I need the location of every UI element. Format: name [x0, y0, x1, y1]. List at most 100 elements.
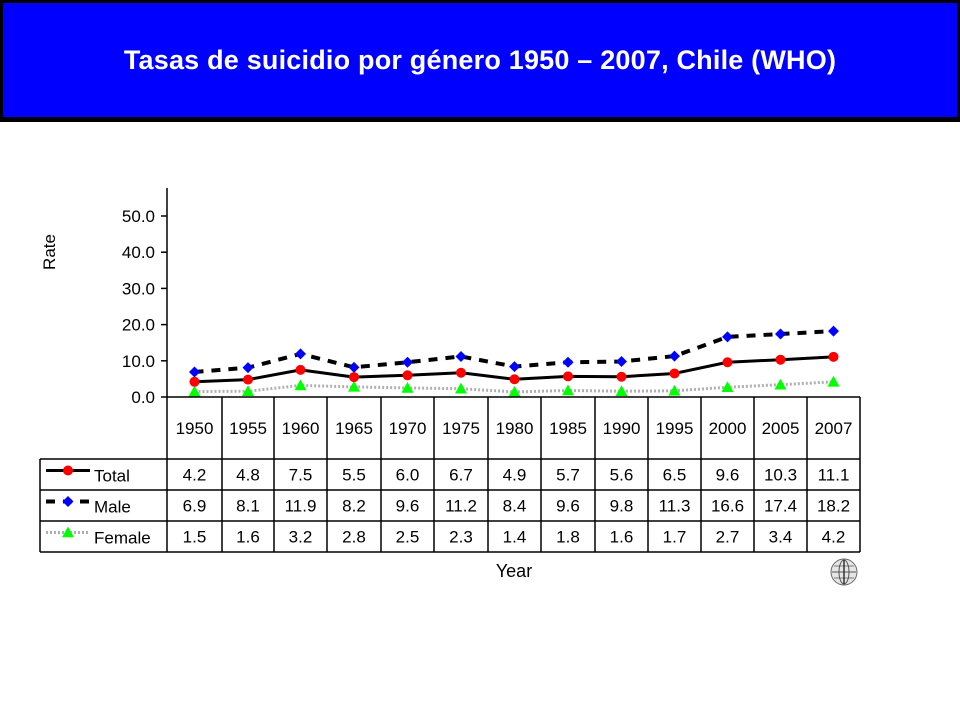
data-point-female: [455, 382, 467, 394]
x-tick-label: 1950: [176, 419, 214, 438]
data-point-female: [668, 384, 681, 396]
data-point-total: [722, 357, 733, 368]
x-axis-label: Year: [496, 561, 532, 581]
data-point-total: [402, 370, 413, 381]
data-point-male: [455, 350, 467, 362]
table-cell-value: 7.5: [289, 466, 313, 485]
x-tick-label: 1995: [656, 419, 694, 438]
table-cell-value: 9.6: [716, 466, 740, 485]
x-tick-label: 1985: [549, 419, 587, 438]
table-cell-value: 1.6: [610, 528, 634, 547]
x-tick-label: 1960: [282, 419, 320, 438]
table-cell-value: 17.4: [764, 497, 797, 516]
data-point-female: [721, 381, 734, 393]
data-point-total: [775, 354, 786, 365]
data-point-female: [294, 379, 307, 391]
table-cell-value: 5.5: [342, 466, 366, 485]
table-cell-value: 2.8: [342, 528, 366, 547]
table-cell-value: 9.6: [396, 497, 420, 516]
legend-label-female: Female: [94, 529, 151, 548]
table-cell-value: 1.7: [663, 528, 687, 547]
table-cell-value: 10.3: [764, 466, 797, 485]
data-point-total: [563, 371, 573, 382]
data-point-female: [827, 375, 840, 387]
table-cell-value: 1.8: [556, 528, 580, 547]
table-cell-value: 8.1: [236, 497, 260, 516]
table-cell-value: 8.4: [503, 497, 527, 516]
y-tick-label: 10.0: [122, 352, 155, 371]
table-cell-value: 6.9: [183, 497, 207, 516]
table-cell-value: 4.2: [822, 528, 846, 547]
table-cell-value: 16.6: [711, 497, 744, 516]
data-point-total: [349, 372, 359, 383]
data-point-female: [562, 384, 574, 396]
table-cell-value: 3.2: [289, 528, 313, 547]
table-cell-value: 11.9: [285, 497, 317, 516]
data-point-female: [348, 380, 360, 392]
series-markers: [188, 325, 840, 397]
data-point-total: [295, 364, 306, 375]
y-tick-label: 0.0: [131, 388, 155, 407]
table-cell-value: 1.5: [183, 528, 207, 547]
data-point-male: [295, 348, 306, 360]
legend-marker-female: [62, 526, 74, 538]
table-cell-value: 2.3: [449, 528, 473, 547]
data-point-male: [189, 366, 200, 378]
axes: 0.0 10.0 20.0 30.0 40.0 50.0: [122, 188, 168, 407]
table-cell-value: 8.2: [342, 497, 366, 516]
data-point-male: [669, 350, 680, 362]
data-point-total: [669, 368, 680, 379]
table-cell-value: 2.7: [716, 528, 740, 547]
table-cell-value: 5.6: [610, 466, 634, 485]
y-tick-label: 50.0: [122, 207, 155, 226]
data-table: 1950 1955 1960 1965 1970 1975 1980 1985 1990 1995…: [39, 396, 861, 553]
table-cell-value: 4.9: [503, 466, 527, 485]
data-point-total: [828, 351, 839, 362]
x-tick-label: 1980: [496, 419, 534, 438]
table-cell-value: 11.2: [445, 497, 477, 516]
data-point-male: [616, 356, 627, 368]
table-cell-value: 6.7: [449, 466, 473, 485]
table-cell-value: 4.8: [236, 466, 260, 485]
data-point-male: [348, 361, 360, 373]
data-point-female: [188, 385, 201, 397]
table-cell-value: 6.0: [396, 466, 420, 485]
data-point-female: [401, 381, 414, 393]
y-tick-label: 20.0: [122, 316, 155, 335]
x-tick-label: 2000: [709, 419, 747, 438]
title-banner: Tasas de suicidio por género 1950 – 2007…: [0, 0, 960, 122]
data-point-male: [828, 325, 839, 337]
x-tick-label: 2005: [762, 419, 800, 438]
table-cell-value: 6.5: [663, 466, 687, 485]
data-point-female: [774, 378, 787, 390]
table-cell-value: 9.8: [610, 497, 634, 516]
data-point-male: [775, 328, 786, 340]
legend-marker-total: [63, 465, 73, 476]
y-tick-label: 40.0: [122, 243, 155, 262]
data-point-female: [508, 385, 521, 397]
legend-label-male: Male: [94, 498, 131, 517]
table-cell-value: 18.2: [817, 497, 850, 516]
data-point-female: [242, 385, 254, 397]
data-point-total: [189, 376, 200, 387]
y-tick-label: 30.0: [122, 279, 155, 298]
table-cell-value: 1.4: [503, 528, 527, 547]
data-point-total: [243, 374, 253, 385]
x-tick-label: 1955: [229, 419, 267, 438]
data-point-total: [616, 371, 627, 382]
x-tick-label: 2007: [815, 419, 853, 438]
slide-title: Tasas de suicidio por género 1950 – 2007…: [123, 44, 837, 75]
data-point-male: [242, 362, 254, 374]
x-tick-label: 1975: [442, 419, 480, 438]
data-point-female: [615, 385, 628, 397]
data-point-male: [722, 331, 733, 343]
data-point-male: [562, 356, 574, 368]
table-cell-value: 3.4: [769, 528, 793, 547]
x-tick-label: 1990: [603, 419, 641, 438]
data-point-total: [509, 374, 520, 385]
legend-marker-male: [62, 496, 74, 507]
y-axis-label: Rate: [40, 234, 59, 270]
table-cell-value: 2.5: [396, 528, 420, 547]
data-point-total: [456, 367, 466, 378]
